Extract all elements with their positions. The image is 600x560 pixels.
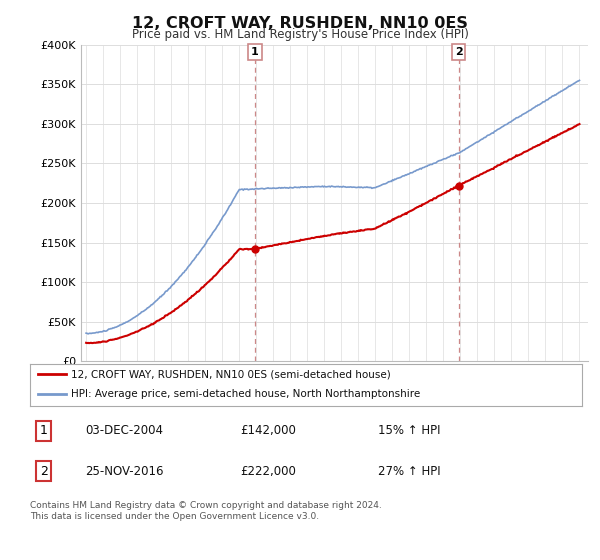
Text: Price paid vs. HM Land Registry's House Price Index (HPI): Price paid vs. HM Land Registry's House … [131,28,469,41]
Text: 25-NOV-2016: 25-NOV-2016 [85,465,164,478]
Text: £142,000: £142,000 [240,424,296,437]
Text: 15% ↑ HPI: 15% ↑ HPI [378,424,440,437]
Text: 1: 1 [251,47,259,57]
Text: 2: 2 [455,47,463,57]
Text: HPI: Average price, semi-detached house, North Northamptonshire: HPI: Average price, semi-detached house,… [71,389,421,399]
Text: 12, CROFT WAY, RUSHDEN, NN10 0ES (semi-detached house): 12, CROFT WAY, RUSHDEN, NN10 0ES (semi-d… [71,369,391,379]
Text: 2: 2 [40,465,48,478]
Text: 27% ↑ HPI: 27% ↑ HPI [378,465,440,478]
Text: 12, CROFT WAY, RUSHDEN, NN10 0ES: 12, CROFT WAY, RUSHDEN, NN10 0ES [132,16,468,31]
Text: 1: 1 [40,424,48,437]
Text: 03-DEC-2004: 03-DEC-2004 [85,424,163,437]
Text: £222,000: £222,000 [240,465,296,478]
Text: Contains HM Land Registry data © Crown copyright and database right 2024.
This d: Contains HM Land Registry data © Crown c… [30,501,382,521]
